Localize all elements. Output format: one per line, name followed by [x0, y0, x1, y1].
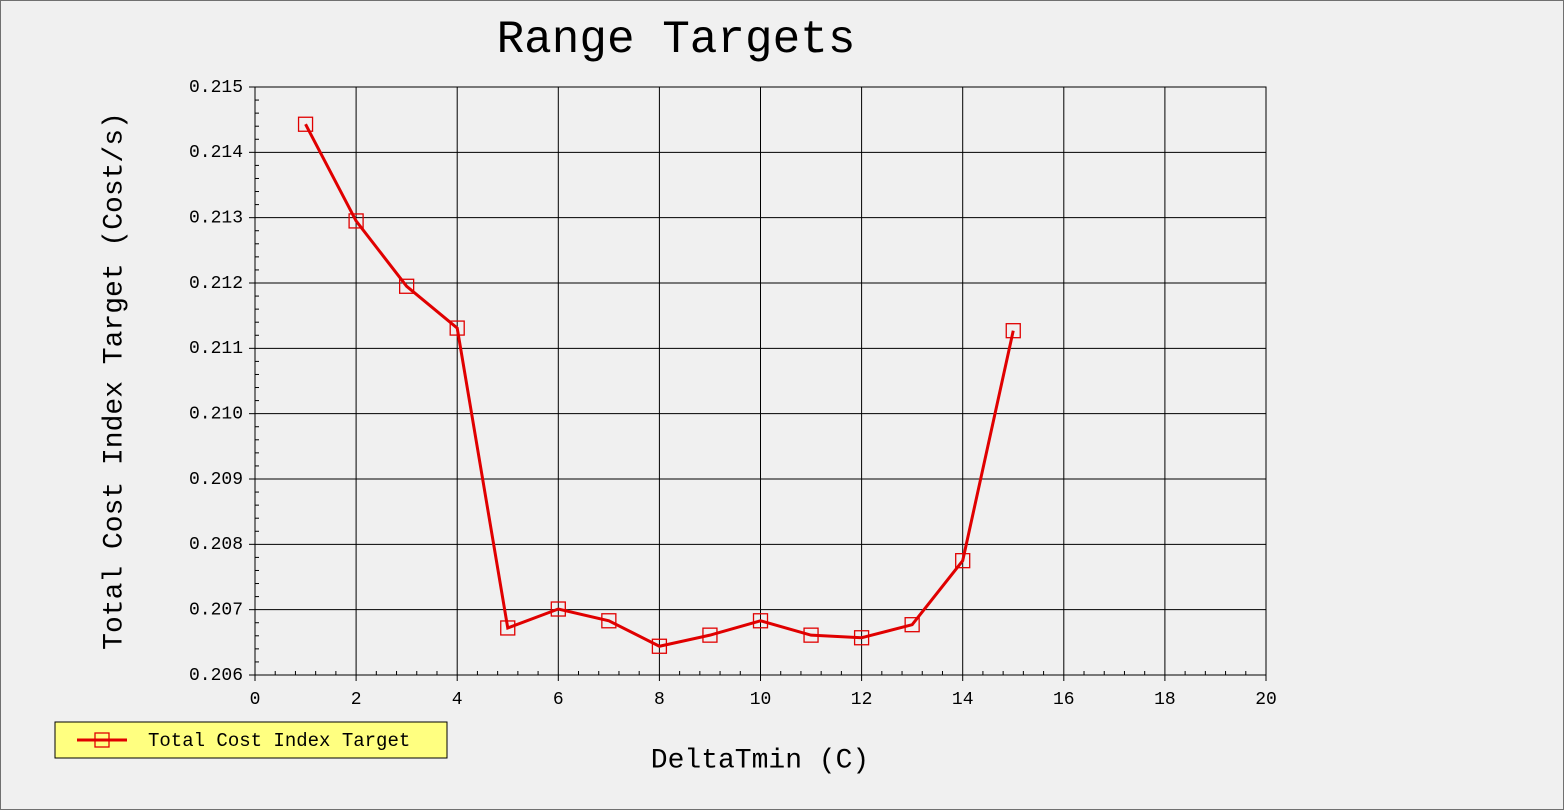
x-tick-label: 0 — [250, 690, 261, 710]
point-marker — [702, 627, 718, 643]
point-marker — [348, 213, 364, 229]
x-tick-label: 4 — [452, 690, 463, 710]
y-tick-label: 0.210 — [189, 404, 243, 424]
x-axis-label: DeltaTmin (C) — [651, 745, 869, 776]
x-tick-label: 8 — [654, 690, 665, 710]
plot-border — [254, 86, 1267, 676]
legend-label: Total Cost Index Target — [148, 730, 410, 752]
point-marker — [1005, 323, 1021, 339]
x-tick-label: 2 — [351, 690, 362, 710]
y-tick-label: 0.211 — [189, 339, 243, 359]
point-marker — [398, 278, 415, 294]
x-tick-label: 6 — [553, 690, 564, 710]
point-marker — [904, 617, 920, 633]
x-tick-label: 16 — [1053, 690, 1075, 710]
point-marker — [803, 627, 819, 643]
x-tick-label: 10 — [750, 690, 772, 710]
y-tick-label: 0.215 — [189, 78, 243, 98]
point-marker — [500, 620, 516, 636]
chart-title: Range Targets — [497, 14, 856, 66]
point-marker — [601, 613, 617, 629]
y-tick-label: 0.212 — [189, 274, 243, 294]
point-marker — [752, 613, 769, 629]
y-tick-label: 0.214 — [189, 143, 243, 163]
point-marker — [651, 638, 668, 654]
point-marker — [449, 320, 465, 336]
legend-marker — [94, 732, 110, 748]
x-tick-label: 18 — [1154, 690, 1176, 710]
y-tick-label: 0.206 — [189, 666, 243, 686]
point-marker — [955, 553, 971, 569]
series-line — [304, 123, 1015, 648]
y-tick-label: 0.208 — [189, 535, 243, 555]
y-tick-label: 0.207 — [189, 600, 243, 620]
x-tick-label: 14 — [952, 690, 974, 710]
y-axis-label: Total Cost Index Target (Cost/s) — [99, 112, 130, 650]
point-marker — [297, 116, 314, 132]
point-marker — [853, 630, 870, 646]
x-tick-label: 12 — [851, 690, 873, 710]
point-marker — [550, 601, 566, 617]
x-tick-label: 20 — [1255, 690, 1277, 710]
y-tick-label: 0.209 — [189, 470, 243, 490]
y-tick-label: 0.213 — [189, 208, 243, 228]
